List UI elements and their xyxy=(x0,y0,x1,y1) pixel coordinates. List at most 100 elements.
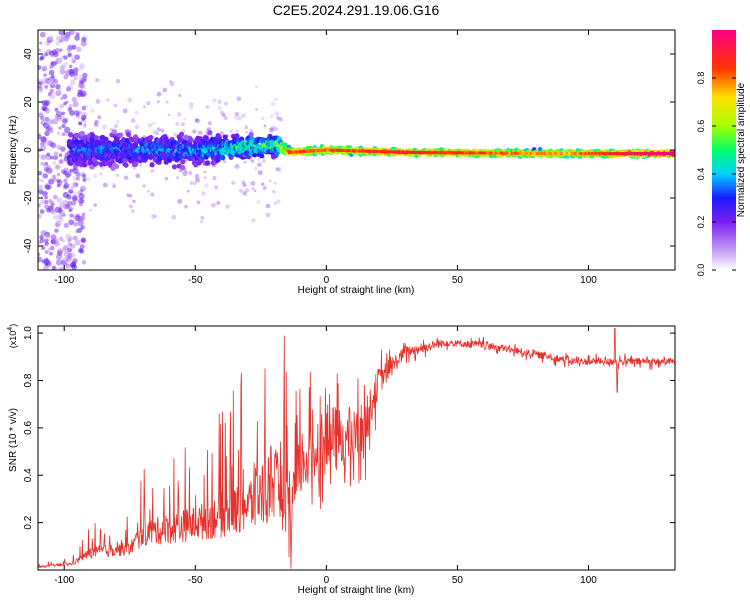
spectrogram-ridge-cell xyxy=(367,149,371,153)
spectrogram-speckle xyxy=(116,120,120,124)
spectrogram-cell xyxy=(248,132,254,138)
spectrogram-ridge-cell xyxy=(619,152,623,156)
spectrogram-speckle xyxy=(270,125,276,130)
spectrogram-speckle xyxy=(147,123,153,128)
spectrogram-speckle xyxy=(276,199,281,204)
snr-plot-area xyxy=(38,326,675,570)
spectrogram-speckle xyxy=(52,150,59,157)
spectrogram-ridge-cell xyxy=(377,150,381,154)
x-tick-label: 0 xyxy=(324,575,330,586)
spectrogram-ridge-cell xyxy=(432,151,436,155)
spectrogram-ridge-cell xyxy=(402,150,406,154)
spectrogram-speckle xyxy=(273,126,279,132)
snr-y-scale-close: ) xyxy=(8,324,18,327)
spectrogram-speckle xyxy=(67,107,73,113)
spectrogram-ridge-cell xyxy=(589,152,593,156)
spectrogram-ridge-cell xyxy=(553,152,557,156)
spectrogram-speckle xyxy=(38,213,42,219)
spectrogram-speckle xyxy=(183,117,187,121)
spectrogram-ridge-cell xyxy=(418,151,422,155)
spectrogram-cell xyxy=(129,137,135,143)
spectrogram-ridge-cell xyxy=(636,152,640,156)
spectrogram-speckle xyxy=(54,107,59,112)
spectrogram-speckle xyxy=(49,155,54,160)
spectrogram-speckle xyxy=(156,91,162,97)
spectrogram-speckle xyxy=(257,157,261,161)
spectrogram-speckle xyxy=(81,105,87,111)
spectrogram-speckle xyxy=(68,208,72,213)
spectrogram-ridge-cell xyxy=(369,149,373,153)
spectrogram-speckle xyxy=(242,191,247,196)
spectrogram-speckle xyxy=(115,173,120,177)
spectrogram-speckle xyxy=(67,247,73,253)
spectrogram-ridge-cell xyxy=(583,152,587,156)
spectrogram-ridge-cell xyxy=(493,151,497,155)
spectrogram-ridge-cell xyxy=(419,151,423,155)
spectrogram-speckle xyxy=(56,57,63,65)
spectrogram-speckle xyxy=(58,159,64,164)
spectrogram-speckle xyxy=(203,183,209,189)
spectrogram-speckle xyxy=(64,233,71,240)
spectrogram-speckle xyxy=(63,101,67,106)
spectrogram-speckle xyxy=(51,118,59,125)
spectrogram-speckle xyxy=(113,103,118,108)
spectrogram-speckle xyxy=(212,98,217,103)
spectrogram-speckle xyxy=(44,249,49,255)
spectrogram-speckle xyxy=(72,101,79,108)
spectrogram-speckle xyxy=(56,131,61,135)
spectrogram-speckle xyxy=(93,203,98,207)
spectrogram-ridge-cell xyxy=(624,152,628,156)
spectrogram-speckle xyxy=(48,35,54,41)
spectrogram-speckle xyxy=(51,174,57,180)
spectrogram-speckle xyxy=(277,167,282,172)
spectrogram-speckle xyxy=(48,178,55,185)
spectrogram-ridge-cell xyxy=(584,152,588,156)
spectrogram-speckle xyxy=(83,123,87,127)
spectrogram-speckle xyxy=(62,261,67,266)
spectrogram-ridge-cell xyxy=(435,151,439,155)
spectrogram-speckle xyxy=(81,212,86,217)
spectrogram-ridge-cell xyxy=(392,150,396,154)
spectrogram-speckle xyxy=(65,256,72,263)
spectrogram-speckle xyxy=(240,113,246,119)
spectrogram-speckle xyxy=(62,93,68,100)
colorbar-tick-label: 0.4 xyxy=(696,168,706,181)
spectrogram-ridge-cell xyxy=(325,148,329,152)
spectrogram-ridge-cell xyxy=(375,150,379,154)
spectrogram-ridge-cell xyxy=(471,151,475,155)
spectrogram-speckle xyxy=(50,142,57,149)
spectrogram-speckle xyxy=(260,182,265,187)
spectrogram-speckle xyxy=(66,46,72,53)
spectrogram-ridge-cell xyxy=(345,149,349,153)
spectrogram-ridge-cell xyxy=(460,151,464,155)
spectrogram-ridge-cell xyxy=(481,151,485,155)
spectrogram-cell xyxy=(220,155,226,161)
spectrogram-cell xyxy=(123,162,129,168)
spectrogram-speckle xyxy=(68,219,75,226)
spectrogram-speckle xyxy=(42,78,48,84)
spectrogram-ridge-cell xyxy=(523,151,527,155)
spectrogram-speckle xyxy=(250,218,256,223)
spectrogram-speckle xyxy=(272,190,276,194)
y-tick-label: 0.8 xyxy=(23,373,34,387)
spectrogram-speckle xyxy=(184,169,188,174)
spectrogram-ridge-cell xyxy=(429,151,433,155)
spectrogram-speckle xyxy=(63,178,68,184)
spectrogram-ridge-cell xyxy=(301,150,305,154)
spectrogram-speckle xyxy=(48,69,55,76)
spectrogram-ridge-cell xyxy=(586,152,590,156)
spectrogram-speckle xyxy=(56,183,61,188)
spectrogram-ridge-cell xyxy=(465,151,469,155)
spectrogram-speckle xyxy=(79,215,86,221)
spectrogram-speckle xyxy=(43,259,50,266)
spectrogram-ridge-cell xyxy=(403,150,407,154)
spectrogram-speckle xyxy=(58,208,63,213)
spectrogram-ridge-cell xyxy=(540,151,544,155)
spectrogram-ridge-cell xyxy=(558,152,562,156)
spectrogram-speckle xyxy=(111,182,117,187)
spectrogram-cell xyxy=(171,164,178,170)
spectrogram-speckle xyxy=(146,100,151,106)
spectrogram-speckle xyxy=(130,209,135,214)
spectrogram-ridge-cell xyxy=(298,150,302,154)
spectrogram-speckle xyxy=(84,104,88,109)
